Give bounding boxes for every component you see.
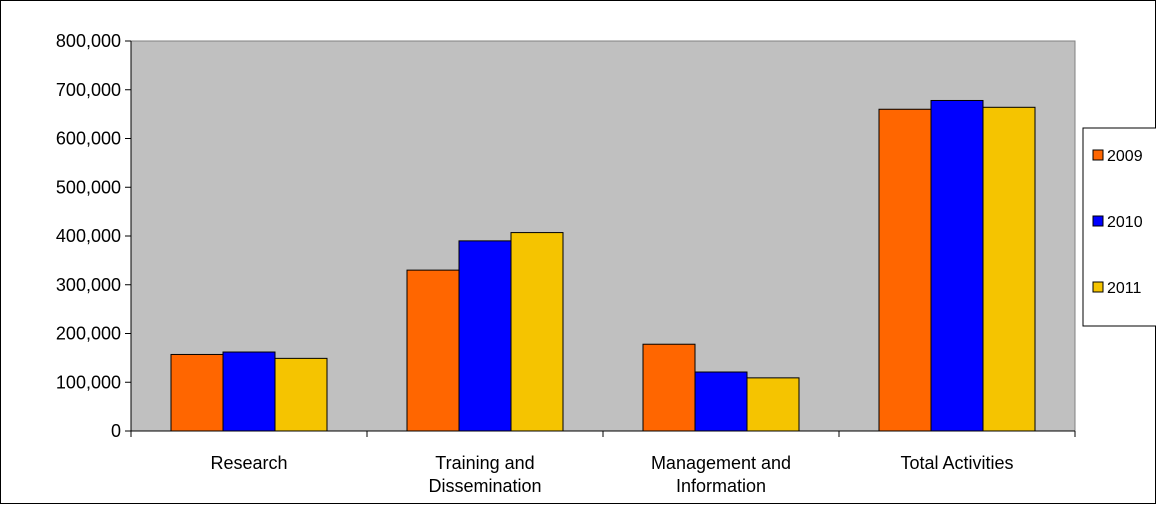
bar-2009-1 xyxy=(406,269,460,432)
legend: 2009 2010 2011 xyxy=(1082,127,1156,327)
y-tick-label: 500,000 xyxy=(56,177,121,197)
bar-2009-0 xyxy=(170,353,224,432)
x-tick-label-line: Research xyxy=(210,453,287,473)
x-tick-label-line: Management and xyxy=(651,453,791,473)
bars-layer xyxy=(170,99,1036,432)
legend-label-2010: 2010 xyxy=(1107,214,1143,231)
axes-layer xyxy=(125,40,1076,437)
y-tick-labels: 0 100,000 200,000 300,000 400,000 500,000 600,… xyxy=(56,31,121,441)
x-tick-label-line: Dissemination xyxy=(428,476,541,496)
legend-swatch-2009 xyxy=(1092,149,1104,161)
y-tick-label: 200,000 xyxy=(56,324,121,344)
bar-2010-0 xyxy=(222,351,276,432)
legend-label-2009: 2009 xyxy=(1107,148,1143,165)
legend-swatch-2011 xyxy=(1092,281,1104,293)
x-tick-label: Total Activities xyxy=(900,453,1013,473)
bar-2011-3 xyxy=(982,106,1036,432)
bar-2011-0 xyxy=(274,357,328,432)
y-tick-label: 300,000 xyxy=(56,275,121,295)
x-tick-label-line: Total Activities xyxy=(900,453,1013,473)
x-tick-labels: Research Training and Dissemination Managem… xyxy=(210,453,1013,496)
legend-label-2011: 2011 xyxy=(1107,280,1142,297)
y-tick-label: 800,000 xyxy=(56,31,121,51)
y-tick-label: 400,000 xyxy=(56,226,121,246)
legend-box xyxy=(1082,127,1156,327)
x-tick-label: Management and Information xyxy=(651,453,791,496)
x-tick-label-line: Training and xyxy=(435,453,534,473)
bar-2010-1 xyxy=(458,240,512,432)
y-tick-label: 700,000 xyxy=(56,80,121,100)
y-tick-label: 0 xyxy=(111,421,121,441)
x-tick-label: Research xyxy=(210,453,287,473)
y-tick-label: 100,000 xyxy=(56,372,121,392)
bar-2010-3 xyxy=(930,99,984,432)
y-tick-label: 600,000 xyxy=(56,129,121,149)
x-tick-label: Training and Dissemination xyxy=(428,453,541,496)
legend-swatch-2010 xyxy=(1092,215,1104,227)
bar-2009-2 xyxy=(642,343,696,432)
bar-2011-1 xyxy=(510,232,564,432)
x-tick-label-line: Information xyxy=(676,476,766,496)
bar-2010-2 xyxy=(694,371,748,432)
bar-2009-3 xyxy=(878,108,932,432)
bar-2011-2 xyxy=(746,377,800,432)
